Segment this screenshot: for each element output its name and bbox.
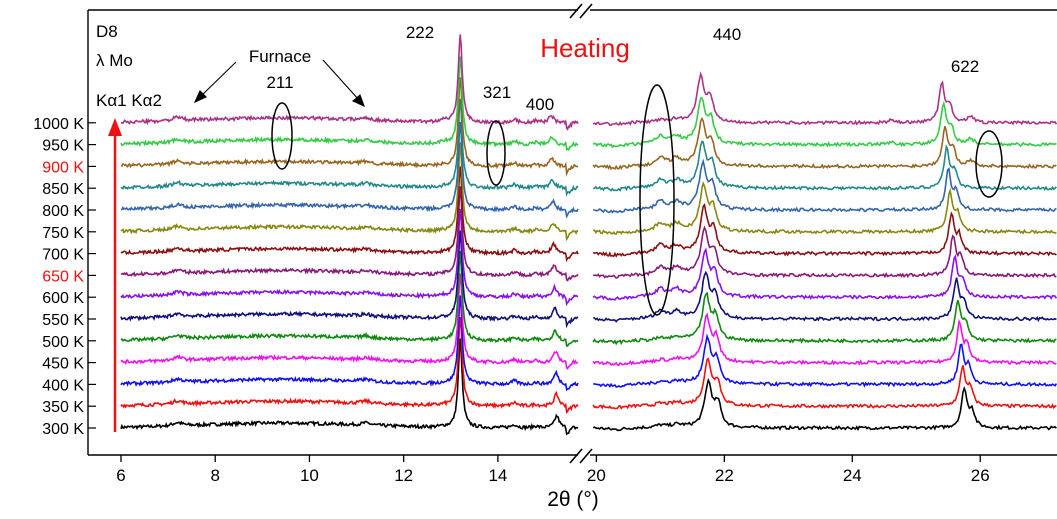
series-600-k-left: [120, 209, 579, 307]
series-800-k-left: [120, 121, 579, 219]
series-550-k-left: [120, 230, 579, 329]
furnace-arrow-left: [199, 61, 237, 98]
series-1000-k-left: [120, 34, 579, 131]
diffraction-curves: [120, 34, 1057, 436]
y-tick-label-750-k: 750 K: [42, 225, 84, 242]
x-tick-label-left-14: 14: [488, 466, 507, 485]
series-450-k-right: [592, 312, 1057, 367]
series-350-k-left: [120, 317, 579, 414]
series-1000-k-right: [592, 71, 1057, 126]
y-tick-label-400-k: 400 K: [42, 377, 84, 394]
temperature-arrow: [108, 118, 122, 432]
peak-label-440: 440: [713, 25, 741, 44]
x-tick-label-left-6: 6: [116, 466, 125, 485]
series-650-k-left: [120, 186, 579, 282]
series-900-k-left: [120, 77, 579, 177]
x-tick-label-right-20: 20: [587, 466, 606, 485]
furnace-arrowhead-left: [193, 90, 207, 104]
plot-frame: [87, 9, 1057, 456]
series-500-k-left: [120, 250, 579, 347]
series-700-k-left: [120, 166, 579, 263]
series-800-k-right: [593, 158, 1057, 214]
ellipse-622: [975, 130, 1003, 198]
y-tick-label-500-k: 500 K: [42, 334, 84, 351]
ellipse-211: [271, 102, 293, 170]
y-tick-label-300-k: 300 K: [42, 421, 84, 438]
y-tick-label-700-k: 700 K: [42, 247, 84, 264]
peak-label-222: 222: [406, 23, 434, 42]
chart-title: Heating: [540, 33, 630, 63]
furnace-arrows: [193, 59, 365, 108]
series-300-k-right: [592, 377, 1057, 432]
x-tick-label-left-12: 12: [394, 466, 413, 485]
y-tick-label-950-k: 950 K: [42, 138, 84, 155]
series-600-k-right: [592, 247, 1057, 301]
furnace-label: Furnace: [249, 47, 311, 66]
x-tick-label-right-22: 22: [715, 466, 734, 485]
radiation-label: λ Mo: [96, 51, 133, 70]
instrument-label: D8: [96, 22, 118, 41]
x-tick-label-right-24: 24: [843, 466, 862, 485]
series-950-k-left: [120, 56, 579, 151]
furnace-arrow-right: [322, 59, 360, 101]
y-tick-label-600-k: 600 K: [42, 290, 84, 307]
series-750-k-left: [120, 142, 579, 242]
y-tick-label-900-k: 900 K: [42, 159, 84, 176]
peak-label-211: 211: [266, 73, 293, 92]
y-tick-label-800-k: 800 K: [42, 203, 84, 220]
x-axis-label: 2θ (°): [547, 488, 599, 511]
series-850-k-left: [120, 98, 579, 197]
axis-break-bottom: [569, 448, 593, 464]
series-750-k-right: [592, 180, 1057, 236]
series-700-k-right: [592, 202, 1057, 258]
series-400-k-left: [120, 295, 579, 392]
ellipse-321: [486, 120, 506, 186]
series-350-k-right: [592, 357, 1057, 410]
peak-label-321: 321: [483, 83, 511, 102]
y-tick-label-450-k: 450 K: [42, 356, 84, 373]
x-axis-ticks: 6 8 10 12 14 20 22 24 26: [116, 455, 990, 485]
x-tick-label-left-10: 10: [300, 466, 319, 485]
y-tick-label-1000-k: 1000 K: [33, 116, 84, 133]
ellipse-20-21: [639, 84, 675, 316]
y-tick-label-350-k: 350 K: [42, 399, 84, 416]
peak-labels: 222 211 321 400 440 622: [266, 23, 979, 114]
y-tick-label-650-k: 650 K: [42, 268, 84, 285]
x-tick-label-left-8: 8: [210, 466, 219, 485]
series-400-k-right: [593, 333, 1057, 389]
series-500-k-right: [592, 291, 1057, 346]
y-axis-ticks: 300 K 350 K 400 K 450 K 500 K 550 K 600 K 650 K…: [33, 116, 96, 438]
series-450-k-left: [120, 273, 579, 370]
series-300-k-left: [120, 338, 579, 436]
peak-label-400: 400: [526, 95, 554, 114]
axis-break-top: [569, 3, 593, 19]
y-tick-label-850-k: 850 K: [42, 181, 84, 198]
wavelength-label: Kα1 Kα2: [96, 91, 162, 110]
series-550-k-right: [593, 270, 1057, 323]
y-tick-label-550-k: 550 K: [42, 312, 84, 329]
feature-ellipses: [271, 84, 1003, 316]
x-tick-label-right-26: 26: [971, 466, 990, 485]
series-900-k-right: [592, 116, 1057, 171]
furnace-arrowhead-right: [351, 94, 365, 108]
peak-label-622: 622: [951, 57, 979, 76]
